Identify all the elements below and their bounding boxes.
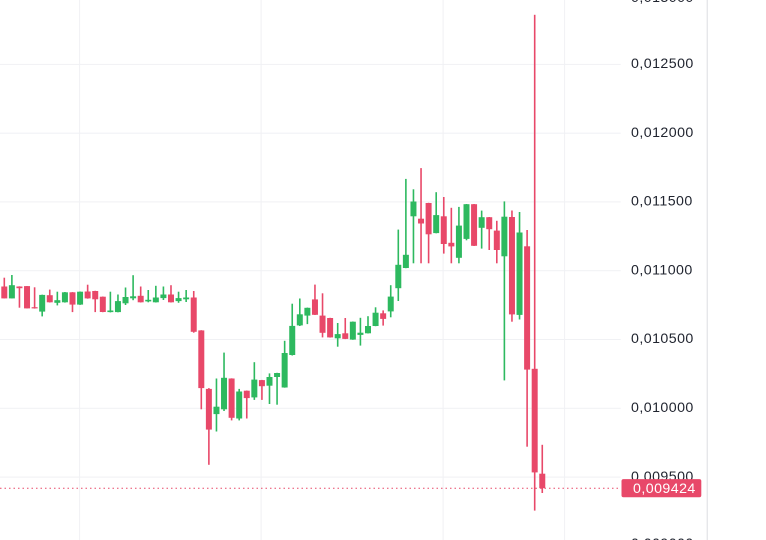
svg-text:0,009000: 0,009000 [631, 536, 694, 540]
svg-text:0,009424: 0,009424 [633, 481, 696, 497]
svg-text:0,012500: 0,012500 [631, 56, 694, 72]
svg-text:0,010500: 0,010500 [631, 331, 694, 347]
svg-text:0,011000: 0,011000 [631, 262, 693, 278]
svg-text:0,012000: 0,012000 [631, 125, 694, 141]
svg-text:0,011500: 0,011500 [631, 194, 693, 210]
svg-text:0,013000: 0,013000 [631, 0, 694, 6]
svg-text:0,010000: 0,010000 [631, 400, 694, 416]
